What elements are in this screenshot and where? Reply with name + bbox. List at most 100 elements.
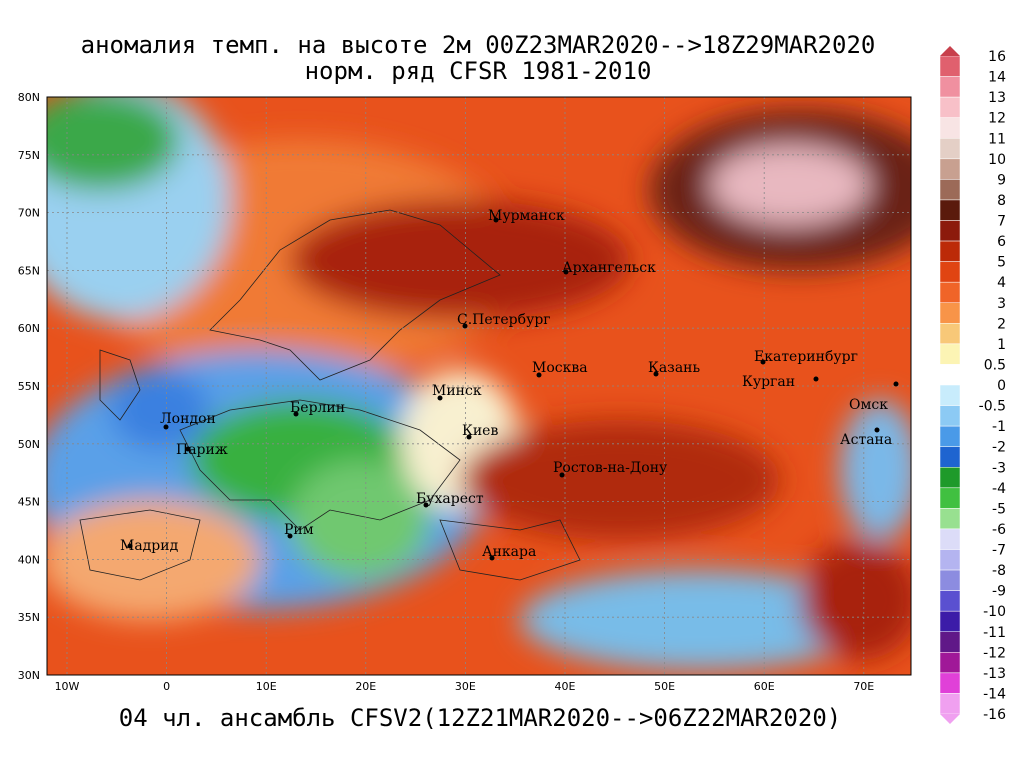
colorbar-label: -13: [983, 666, 1006, 682]
city-dot: [466, 434, 472, 440]
lat-label: 45N: [18, 496, 40, 509]
city-dot: [874, 427, 880, 433]
colorbar-label: -4: [992, 481, 1006, 497]
city-label: Лондон: [160, 411, 216, 427]
city-label: Курган: [742, 374, 795, 390]
colorbar-label: 12: [988, 111, 1006, 127]
colorbar-swatch: [939, 425, 961, 447]
colorbar-label: 6: [997, 234, 1006, 250]
colorbar-swatch: [939, 631, 961, 653]
lon-label: 20E: [355, 680, 376, 693]
title-line: аномалия темп. на высоте 2м 00Z23MAR2020…: [81, 31, 876, 59]
city-dot: [163, 424, 169, 430]
lat-label: 75N: [18, 149, 40, 162]
colorbar-swatch: [939, 55, 961, 77]
colorbar-swatch: [939, 693, 961, 715]
colorbar: 16 14 13 12 11 10 9 8 7 6 5 4 3 2 1 0.5 0 -0.5 -1 -2 -3 -4 -5 -…: [939, 46, 1006, 724]
lat-label: 55N: [18, 380, 40, 393]
lon-label: 10W: [55, 680, 80, 693]
city-dot: [493, 217, 499, 223]
city-dot: [293, 411, 299, 417]
colorbar-swatch: [939, 138, 961, 160]
colorbar-label: -11: [983, 625, 1006, 641]
colorbar-swatch: [939, 179, 961, 201]
colorbar-swatch: [939, 569, 961, 591]
colorbar-swatch: [939, 281, 961, 303]
title-line: норм. ряд CFSR 1981-2010: [305, 57, 652, 85]
city-label: Париж: [176, 442, 228, 458]
lat-label: 65N: [18, 264, 40, 277]
city-label: Астана: [840, 432, 892, 448]
city-label: Киев: [462, 423, 498, 439]
city-label: Берлин: [290, 400, 345, 416]
lat-label: 35N: [18, 611, 40, 624]
lat-label: 60N: [18, 322, 40, 335]
colorbar-label: 3: [997, 296, 1006, 312]
colorbar-swatch: [939, 199, 961, 221]
lon-label: 60E: [754, 680, 775, 693]
colorbar-swatch: [939, 158, 961, 180]
city-dot: [760, 359, 766, 365]
city-dot: [536, 372, 542, 378]
colorbar-swatch: [939, 117, 961, 139]
colorbar-label: -6: [992, 522, 1006, 538]
colorbar-label: -2: [992, 440, 1006, 456]
footer: 04 чл. ансамбль CFSV2(12Z21MAR2020-->06Z…: [119, 704, 841, 732]
map-frame: [46, 96, 912, 676]
colorbar-swatch: [939, 261, 961, 283]
lat-label: 50N: [18, 438, 40, 451]
colorbar-bottom: [940, 714, 960, 724]
city-dot: [653, 371, 659, 377]
lon-label: 30E: [455, 680, 476, 693]
colorbar-swatch: [939, 405, 961, 427]
colorbar-label: -5: [992, 501, 1006, 517]
city-label: Ростов-на-Дону: [553, 460, 668, 476]
lon-label: 50E: [654, 680, 675, 693]
colorbar-label: 4: [997, 275, 1006, 291]
colorbar-label: -1: [992, 419, 1006, 435]
city-label: Бухарест: [416, 491, 484, 507]
city-label: Мурманск: [488, 208, 565, 224]
cities: Мурманск Архангельск С.Петербург Москва Каза…: [120, 208, 899, 561]
colorbar-label: -7: [992, 543, 1006, 559]
colorbar-swatch: [939, 652, 961, 674]
lon-label: 70E: [853, 680, 874, 693]
colorbar-label: -12: [983, 645, 1006, 661]
city-label: Омск: [849, 397, 888, 413]
colorbar-label: 5: [997, 255, 1006, 271]
colorbar-label: -14: [983, 686, 1006, 702]
city-dot: [287, 533, 293, 539]
colorbar-label: 2: [997, 316, 1006, 332]
lon-label: 0: [163, 680, 170, 693]
colorbar-swatch: [939, 323, 961, 345]
colorbar-swatch: [939, 343, 961, 365]
coastlines: [79, 209, 581, 581]
colorbar-label: -8: [992, 563, 1006, 579]
city-label: Минск: [432, 383, 482, 399]
colorbar-swatch: [939, 528, 961, 550]
colorbar-label: -3: [992, 460, 1006, 476]
city-label: Мадрид: [120, 538, 179, 554]
colorbar-label: 14: [988, 70, 1006, 86]
lat-label: 80N: [18, 91, 40, 104]
colorbar-swatch: [939, 590, 961, 612]
city-dot: [813, 376, 819, 382]
colorbar-swatch: [939, 487, 961, 509]
city-dot: [127, 543, 133, 549]
lat-label: 30N: [18, 669, 40, 682]
colorbar-label: 9: [997, 172, 1006, 188]
colorbar-label: 11: [988, 131, 1006, 147]
city-dot: [462, 323, 468, 329]
anomaly-field: [47, 97, 911, 675]
colorbar-top: [940, 46, 960, 56]
city-dot: [489, 555, 495, 561]
colorbar-swatch: [939, 302, 961, 324]
colorbar-swatch: [939, 220, 961, 242]
city-label: Екатеринбург: [754, 349, 858, 365]
colorbar-label: 13: [988, 90, 1006, 106]
city-dot: [559, 472, 565, 478]
colorbar-label: 0: [997, 378, 1006, 394]
graticule: 80N 75N 70N 65N 60N 55N 50N 45N 40N 35N 30N 10W 0 10E…: [18, 91, 911, 693]
colorbar-label: 0.5: [984, 357, 1006, 373]
